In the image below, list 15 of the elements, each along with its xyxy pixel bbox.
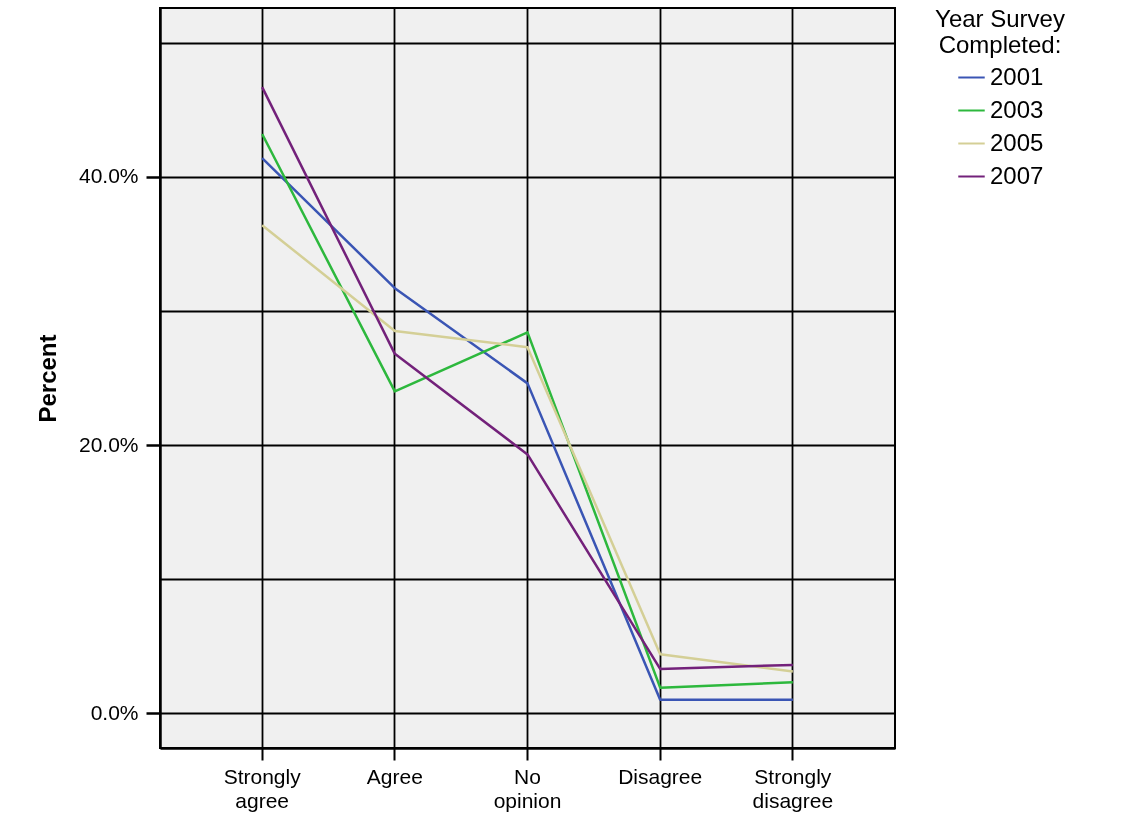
legend-label: 2005 bbox=[990, 128, 1044, 156]
x-tick-label: Disagree bbox=[618, 764, 703, 788]
y-axis-title: Percent bbox=[33, 334, 61, 423]
x-tick-label: No opinion bbox=[493, 764, 562, 812]
x-tick-label: Agree bbox=[366, 764, 423, 788]
legend-label: 2003 bbox=[990, 95, 1044, 123]
y-tick-label: 0.0% bbox=[90, 700, 139, 724]
y-tick-label: 20.0% bbox=[78, 432, 139, 456]
y-tick-label: 40.0% bbox=[78, 164, 139, 188]
legend-label: 2007 bbox=[990, 161, 1044, 189]
legend-title: Year Survey Completed: bbox=[935, 5, 1065, 58]
x-tick-label: Strongly agree bbox=[223, 764, 302, 812]
line-series bbox=[260, 223, 795, 673]
legend-label: 2001 bbox=[990, 62, 1044, 90]
x-tick-label: Strongly disagree bbox=[752, 764, 834, 812]
